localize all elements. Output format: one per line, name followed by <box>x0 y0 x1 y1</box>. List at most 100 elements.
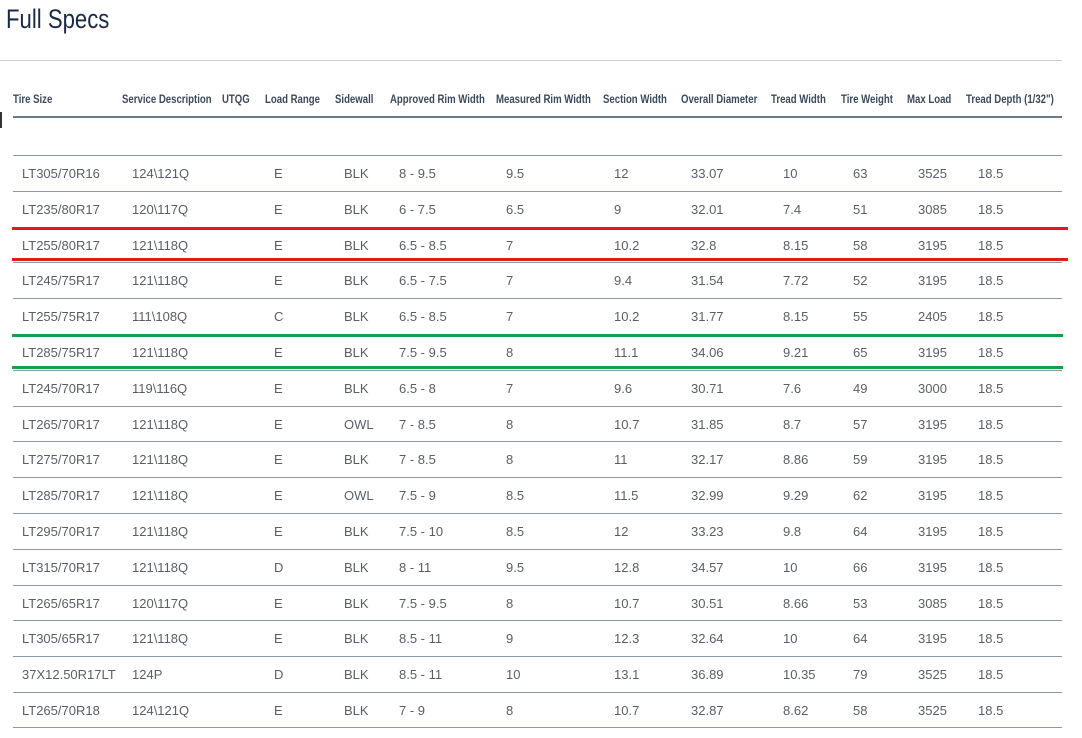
cell-tread-width: 8.62 <box>783 702 809 718</box>
cell-tread-width: 9.21 <box>783 344 809 360</box>
cell-load-range: E <box>274 595 283 611</box>
cell-tread-width: 8.66 <box>783 595 809 611</box>
cell-service-description: 121\118Q <box>132 488 189 504</box>
cell-tread-width: 8.86 <box>783 452 809 468</box>
cell-measured-rim-width: 8 <box>506 702 514 718</box>
cell-approved-rim-width: 7 - 8.5 <box>399 416 436 432</box>
header-tread-depth: Tread Depth (1/32") <box>966 92 1054 106</box>
cell-measured-rim-width: 7 <box>506 273 514 289</box>
cell-tire-size: LT305/65R17 <box>22 631 100 647</box>
table-row: LT315/70R17 121\118Q D BLK 8 - 11 9.5 12.8 34.5… <box>13 548 1062 585</box>
cell-max-load: 3195 <box>918 452 947 468</box>
cell-approved-rim-width: 6 - 7.5 <box>399 201 436 217</box>
cell-service-description: 121\118Q <box>132 416 189 432</box>
cell-tread-depth: 18.5 <box>978 201 1004 217</box>
cell-tire-weight: 64 <box>853 523 868 539</box>
cell-tread-width: 7.4 <box>783 201 802 217</box>
cell-measured-rim-width: 7 <box>506 309 514 325</box>
cell-max-load: 3525 <box>918 166 947 181</box>
cell-load-range: E <box>274 631 283 647</box>
table-row: LT295/70R17 121\118Q E BLK 7.5 - 10 8.5 12 33.2… <box>13 512 1062 549</box>
cell-tire-size: LT315/70R17 <box>22 559 100 575</box>
cell-tire-weight: 59 <box>853 452 868 468</box>
cell-overall-diameter: 31.77 <box>691 309 724 325</box>
specs-table-body: LT305/70R16 124\121Q E BLK 8 - 9.5 9.5 12 33.07… <box>13 155 1062 728</box>
cell-max-load: 3195 <box>918 237 947 253</box>
cell-section-width: 10.7 <box>614 416 640 432</box>
cell-service-description: 111\108Q <box>132 309 188 325</box>
cell-tire-size: LT255/75R17 <box>22 309 100 325</box>
cell-tire-weight: 53 <box>853 595 868 611</box>
cell-tire-size: LT305/70R16 <box>22 166 100 181</box>
red-highlight-line <box>12 226 1068 230</box>
cell-measured-rim-width: 9 <box>506 631 514 647</box>
cell-measured-rim-width: 8 <box>506 595 514 611</box>
cell-max-load: 3195 <box>918 273 947 289</box>
cell-measured-rim-width: 8 <box>506 344 514 360</box>
cell-tire-weight: 63 <box>853 166 868 181</box>
cell-service-description: 120\117Q <box>132 595 189 611</box>
cell-overall-diameter: 30.71 <box>691 380 724 396</box>
cell-approved-rim-width: 7.5 - 9 <box>399 488 436 504</box>
cell-measured-rim-width: 7 <box>506 380 514 396</box>
cell-section-width: 10.7 <box>614 595 640 611</box>
cell-overall-diameter: 31.85 <box>691 416 724 432</box>
cell-tire-weight: 58 <box>853 237 868 253</box>
cell-max-load: 3195 <box>918 488 947 504</box>
cell-section-width: 10.7 <box>614 702 640 718</box>
left-edge-marker <box>0 112 2 128</box>
cell-service-description: 124P <box>132 667 163 683</box>
cell-sidewall: BLK <box>344 559 369 575</box>
cell-tread-depth: 18.5 <box>978 452 1004 468</box>
cell-tire-weight: 79 <box>853 667 868 683</box>
cell-tread-depth: 18.5 <box>978 309 1004 325</box>
cell-tire-size: LT245/75R17 <box>22 273 100 289</box>
header-section-width: Section Width <box>603 92 667 106</box>
cell-tread-width: 9.8 <box>783 523 802 539</box>
cell-service-description: 121\118Q <box>132 559 189 575</box>
cell-tread-width: 7.6 <box>783 380 802 396</box>
table-row: LT285/75R17 121\118Q E BLK 7.5 - 9.5 8 11.1 34.… <box>13 333 1062 370</box>
cell-sidewall: BLK <box>344 667 369 683</box>
cell-tread-width: 8.15 <box>783 237 809 253</box>
cell-max-load: 3085 <box>918 595 947 611</box>
cell-tire-size: LT245/70R17 <box>22 380 100 396</box>
cell-approved-rim-width: 8.5 - 11 <box>399 667 443 683</box>
cell-tread-depth: 18.5 <box>978 595 1004 611</box>
green-highlight-line <box>12 365 1063 369</box>
cell-section-width: 12 <box>614 523 629 539</box>
cell-approved-rim-width: 8.5 - 11 <box>399 631 443 647</box>
cell-sidewall: BLK <box>344 166 369 181</box>
cell-tire-size: LT265/70R18 <box>22 702 100 718</box>
header-service-description: Service Description <box>122 92 212 106</box>
cell-tire-weight: 55 <box>853 309 868 325</box>
table-row: LT245/75R17 121\118Q E BLK 6.5 - 7.5 7 9.4 31.5… <box>13 262 1062 298</box>
cell-measured-rim-width: 7 <box>506 237 514 253</box>
table-row: LT305/70R16 124\121Q E BLK 8 - 9.5 9.5 12 33.07… <box>13 155 1062 191</box>
cell-sidewall: BLK <box>344 595 369 611</box>
cell-tread-width: 8.15 <box>783 309 809 325</box>
cell-max-load: 3525 <box>918 667 947 683</box>
cell-overall-diameter: 32.17 <box>691 452 724 468</box>
cell-load-range: C <box>274 309 284 325</box>
header-tire-size: Tire Size <box>13 92 53 106</box>
cell-service-description: 121\118Q <box>132 344 189 360</box>
table-row: LT265/70R17 121\118Q E OWL 7 - 8.5 8 10.7 31.85… <box>13 405 1062 442</box>
cell-tread-width: 10.35 <box>783 667 816 683</box>
cell-overall-diameter: 32.8 <box>691 237 717 253</box>
cell-tire-size: LT265/65R17 <box>22 595 100 611</box>
cell-tread-width: 10 <box>783 631 798 647</box>
cell-tire-size: LT275/70R17 <box>22 452 100 468</box>
cell-measured-rim-width: 8.5 <box>506 523 525 539</box>
cell-tire-size: LT285/70R17 <box>22 488 100 504</box>
cell-measured-rim-width: 6.5 <box>506 201 525 217</box>
cell-sidewall: BLK <box>344 702 369 718</box>
cell-sidewall: BLK <box>344 309 369 325</box>
cell-max-load: 3085 <box>918 201 947 217</box>
cell-tread-depth: 18.5 <box>978 523 1004 539</box>
cell-max-load: 3195 <box>918 416 947 432</box>
header-measured-rim-width: Measured Rim Width <box>496 92 591 106</box>
cell-tire-weight: 64 <box>853 631 868 647</box>
page-title: Full Specs <box>6 4 110 34</box>
table-row: LT265/65R17 120\117Q E BLK 7.5 - 9.5 8 10.7 30.… <box>13 584 1062 621</box>
